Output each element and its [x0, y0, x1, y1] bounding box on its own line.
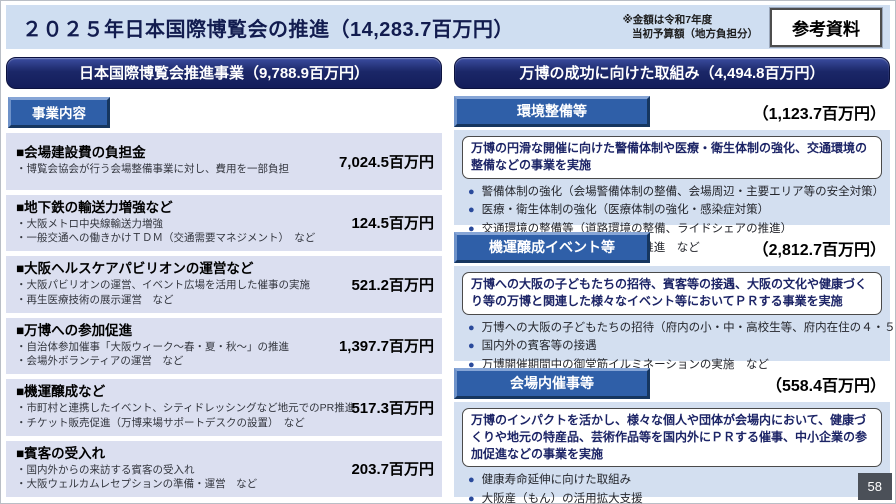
section-amount: （558.4百万円） [765, 377, 886, 395]
business-content-label: 事業内容 [8, 97, 110, 128]
section-momentum-events: 機運醸成イベント等 （2,812.7百万円） 万博への大阪の子どもたちの招待、賓… [454, 225, 896, 371]
expense-item-text: ■大阪ヘルスケアパビリオンの運営など ・大阪パビリオンの運営、イベント広場を活用… [16, 261, 310, 307]
expense-item-title: ■機運醸成など [16, 384, 106, 400]
section-amount: （2,812.7百万円） [752, 241, 886, 259]
bullet-icon: ● [468, 321, 475, 334]
expense-item-detail: ・大阪ウェルカムレセプションの準備・運営 など [16, 478, 258, 491]
bullet-item: ● 健康寿命延伸に向けた取組み [468, 472, 882, 489]
bullet-text: 大阪産（もん）の活用拡大支援 [481, 493, 643, 504]
section-head: 環境整備等 （1,123.7百万円） [454, 96, 890, 127]
section-description: 万博の円滑な開催に向けた警備体制や医療・衛生体制の強化、交通環境の整備などの事業… [462, 136, 882, 179]
section-body: 万博への大阪の子どもたちの招待、賓客等の接遇、大阪の文化や健康づくり等の万博と関… [454, 266, 896, 371]
expense-item-text: ■会場建設費の負担金 ・博覧会協会が行う会場整備事業に対し、費用を一部負担 [16, 145, 289, 177]
expense-item-detail: ・国内外からの来訪する賓客の受入れ [16, 463, 195, 476]
bullet-icon: ● [468, 474, 475, 487]
page-title: ２０２５年日本国際博覧会の推進（14,283.7百万円） [22, 18, 514, 41]
expense-item-subway-capacity: ■地下鉄の輸送力増強など ・大阪メトロ中央線輸送力増強 ・一般交通への働きかけＴ… [6, 194, 442, 251]
expense-item-participation-promotion: ■万博への参加促進 ・自治体参加催事「大阪ウィーク〜春・夏・秋〜」の推進 ・会場… [6, 317, 442, 374]
bullet-text: 万博への大阪の子どもたちの招待（府内の小・中・高校生等、府内在住の４・５歳児等の… [481, 321, 896, 334]
expense-item-momentum-building: ■機運醸成など ・市町村と連携したイベント、シティドレッシングなど地元でのPR推… [6, 379, 442, 436]
expense-item-title: ■地下鉄の輸送力増強など [16, 199, 173, 215]
expense-item-title: ■会場建設費の負担金 [16, 145, 146, 161]
expense-item-venue-construction: ■会場建設費の負担金 ・博覧会協会が行う会場整備事業に対し、費用を一部負担 7,… [6, 133, 442, 190]
expense-item-detail: ・博覧会協会が行う会場整備事業に対し、費用を一部負担 [16, 163, 289, 176]
bullet-text: 医療・衛生体制の強化（医療体制の強化・感染症対策） [481, 204, 770, 217]
expense-item-title: ■万博への参加促進 [16, 322, 133, 338]
budget-note-line2: 当初予算額（地方負担分） [632, 28, 758, 40]
section-amount: （1,123.7百万円） [752, 105, 886, 123]
bullet-text: 健康寿命延伸に向けた取組み [481, 474, 632, 487]
bullet-item: ● 大阪産（もん）の活用拡大支援 [468, 491, 882, 504]
header-right: ※金額は令和7年度 当初予算額（地方負担分） 参考資料 [623, 6, 883, 48]
section-bullet-list: ● 万博への大阪の子どもたちの招待（府内の小・中・高校生等、府内在住の４・５歳児等… [468, 320, 896, 374]
section-label: 会場内催事等 [454, 368, 650, 399]
bullet-text: 警備体制の強化（会場警備体制の整備、会場周辺・主要エリア等の安全対策） [481, 185, 885, 198]
right-column: 万博の成功に向けた取組み（4,494.8百万円） 環境整備等 （1,123.7百… [454, 57, 896, 504]
bullet-icon: ● [468, 204, 475, 217]
bullet-text: 交通環境の整備等（道路環境の整備、ライドシェアの推進） [481, 222, 793, 235]
bullet-item: ● 万博開催期間中の御堂筋イルミネーションの実施 など [468, 357, 882, 374]
section-head: 会場内催事等 （558.4百万円） [454, 368, 890, 399]
bullet-icon: ● [468, 222, 475, 235]
expense-item-text: ■賓客の受入れ ・国内外からの来訪する賓客の受入れ ・大阪ウェルカムレセプション… [16, 446, 257, 492]
expense-item-guest-reception: ■賓客の受入れ ・国内外からの来訪する賓客の受入れ ・大阪ウェルカムレセプション… [6, 440, 442, 497]
bullet-item: ● 万博への大阪の子どもたちの招待（府内の小・中・高校生等、府内在住の４・５歳児等… [468, 320, 896, 337]
budget-note: ※金額は令和7年度 当初予算額（地方負担分） [623, 13, 758, 41]
header-band: ２０２５年日本国際博覧会の推進（14,283.7百万円） ※金額は令和7年度 当… [6, 5, 890, 49]
expense-item-amount: 7,024.5百万円 [338, 153, 434, 171]
page-number: 58 [857, 473, 892, 500]
section-venue-events: 会場内催事等 （558.4百万円） 万博のインパクトを活かし、様々な個人や団体が… [454, 361, 890, 504]
expense-item-text: ■地下鉄の輸送力増強など ・大阪メトロ中央線輸送力増強 ・一般交通への働きかけＴ… [16, 200, 315, 246]
section-description: 万博のインパクトを活かし、様々な個人や団体が会場内において、健康づくりや地元の特… [462, 408, 882, 468]
section-bullet-list: ●健康寿命延伸に向けた取組み ●大阪産（もん）の活用拡大支援 ●障がい者舞台芸術… [468, 472, 882, 504]
section-description: 万博への大阪の子どもたちの招待、賓客等の接遇、大阪の文化や健康づくり等の万博と関… [462, 272, 882, 315]
bullet-item: ● 国内外の賓客等の接遇 [468, 338, 882, 355]
bullet-icon: ● [468, 340, 475, 353]
bullet-text: 国内外の賓客等の接遇 [481, 340, 597, 353]
expense-item-detail: ・市町村と連携したイベント、シティドレッシングなど地元でのPR推進 [16, 402, 356, 414]
section-bullet-list: ● 警備体制の強化（会場警備体制の整備、会場周辺・主要エリア等の安全対策） ● 医療… [468, 184, 885, 257]
expense-item-title: ■大阪ヘルスケアパビリオンの運営など [16, 261, 254, 277]
bullet-item: ● 交通環境の整備等（道路環境の整備、ライドシェアの推進） [468, 221, 882, 238]
section-label: 環境整備等 [454, 96, 650, 127]
expense-item-amount: 521.2百万円 [351, 276, 434, 294]
bullet-text: 万博開催期間中の御堂筋イルミネーションの実施 など [481, 358, 769, 371]
expense-item-amount: 517.3百万円 [351, 399, 434, 417]
expense-item-detail: ・会場外ボランティアの運営 など [16, 355, 184, 368]
section-label: 機運醸成イベント等 [454, 232, 650, 263]
section-environment: 環境整備等 （1,123.7百万円） 万博の円滑な開催に向けた警備体制や医療・衛… [454, 89, 890, 254]
bullet-icon: ● [468, 493, 475, 504]
expense-item-detail: ・大阪メトロ中央線輸送力増強 [16, 217, 163, 230]
expense-item-list: ■会場建設費の負担金 ・博覧会協会が行う会場整備事業に対し、費用を一部負担 7,… [6, 133, 442, 497]
bullet-icon: ● [468, 358, 475, 371]
expense-item-detail: ・自治体参加催事「大阪ウィーク〜春・夏・秋〜」の推進 [16, 340, 289, 353]
left-column: 日本国際博覧会推進事業（9,788.9百万円） 事業内容 ■会場建設費の負担金 … [6, 57, 442, 497]
bullet-item: ● 医療・衛生体制の強化（医療体制の強化・感染症対策） [468, 202, 882, 219]
expense-item-title: ■賓客の受入れ [16, 445, 106, 461]
bullet-item: ● 警備体制の強化（会場警備体制の整備、会場周辺・主要エリア等の安全対策） [468, 184, 885, 201]
expense-item-detail: ・再生医療技術の展示運営 など [16, 293, 174, 306]
budget-note-line1: ※金額は令和7年度 [622, 13, 713, 26]
expense-item-text: ■機運醸成など ・市町村と連携したイベント、シティドレッシングなど地元でのPR推… [16, 384, 356, 430]
expense-item-amount: 1,397.7百万円 [338, 338, 434, 356]
section-head: 機運醸成イベント等 （2,812.7百万円） [454, 232, 890, 263]
left-column-header: 日本国際博覧会推進事業（9,788.9百万円） [6, 57, 442, 89]
expense-item-detail: ・大阪パビリオンの運営、イベント広場を活用した催事の実施 [16, 279, 310, 291]
bullet-icon: ● [468, 185, 475, 198]
expense-item-healthcare-pavilion: ■大阪ヘルスケアパビリオンの運営など ・大阪パビリオンの運営、イベント広場を活用… [6, 256, 442, 313]
expense-item-detail: ・一般交通への働きかけＴＤＭ（交通需要マネジメント） など [16, 232, 316, 245]
section-body: 万博の円滑な開催に向けた警備体制や医療・衛生体制の強化、交通環境の整備などの事業… [454, 130, 890, 254]
reference-material-badge: 参考資料 [769, 6, 883, 48]
section-body: 万博のインパクトを活かし、様々な個人や団体が会場内において、健康づくりや地元の特… [454, 402, 890, 504]
expense-item-amount: 124.5百万円 [351, 215, 434, 233]
expense-item-text: ■万博への参加促進 ・自治体参加催事「大阪ウィーク〜春・夏・秋〜」の推進 ・会場… [16, 323, 289, 369]
expense-item-amount: 203.7百万円 [351, 461, 434, 479]
expense-item-detail: ・チケット販売促進（万博来場サポートデスクの設置） など [16, 416, 305, 429]
right-column-header: 万博の成功に向けた取組み（4,494.8百万円） [454, 57, 890, 89]
main-content: 日本国際博覧会推進事業（9,788.9百万円） 事業内容 ■会場建設費の負担金 … [6, 57, 896, 504]
